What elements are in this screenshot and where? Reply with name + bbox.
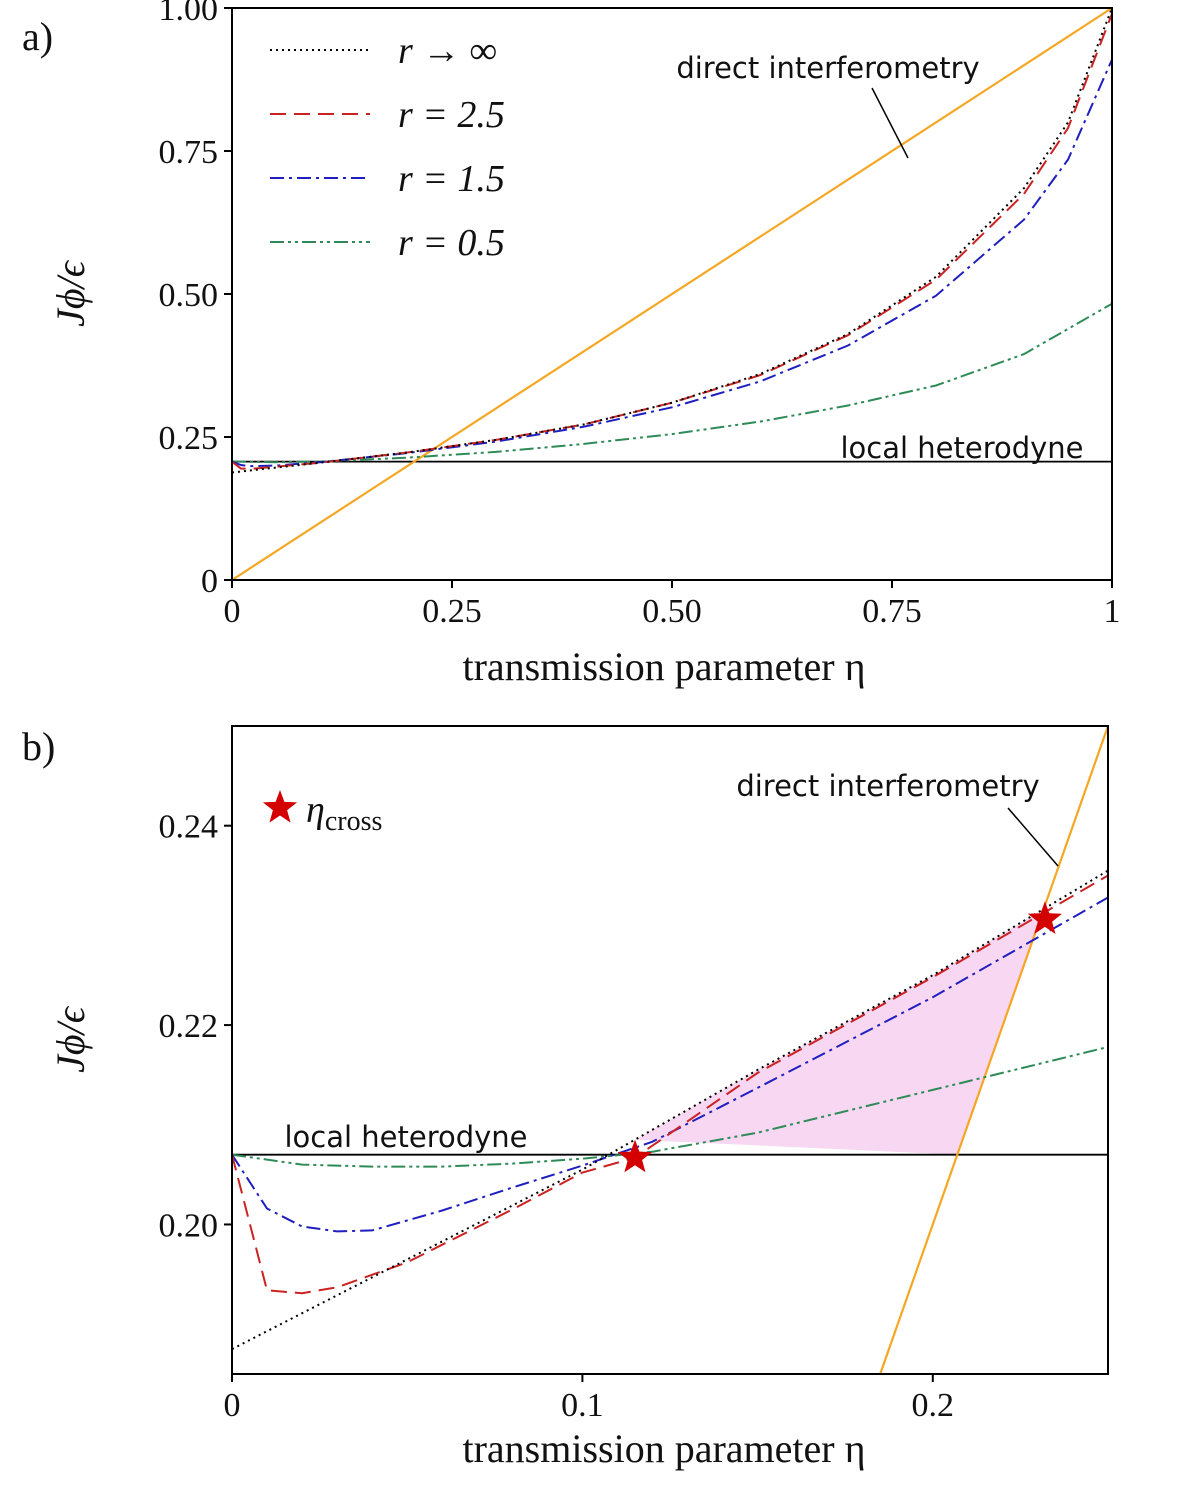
panel-b-xlabel: transmission parameter η <box>462 1426 865 1471</box>
cross-legend: ηcross <box>262 789 382 837</box>
annotation-pointer-a <box>871 87 909 159</box>
x-tick-label: 0.25 <box>422 593 482 630</box>
legend: r → ∞ r = 2.5 r = 1.5 r = 0.5 <box>270 30 505 264</box>
x-tick-label: 0.1 <box>561 1387 604 1424</box>
series-r-line <box>232 869 1108 1350</box>
y-tick-label: 0.25 <box>159 420 219 457</box>
legend-label-r: r → ∞ <box>398 30 497 72</box>
y-tick-label: 0.24 <box>159 809 219 846</box>
series-r-1-5-line <box>232 59 1112 468</box>
annotation-pointer-b <box>1007 807 1059 867</box>
legend-label-r-2-5: r = 2.5 <box>398 94 505 136</box>
cross-point-star-1 <box>617 1139 653 1173</box>
y-tick-label: 1.00 <box>159 0 219 28</box>
series-r-line <box>232 8 1112 474</box>
panel-b: b) 0 0.1 0.2 0.20 0.22 0.24 transmission para… <box>22 724 1109 1471</box>
cross-legend-star-icon <box>262 790 298 823</box>
y-tick-label: 0.75 <box>159 134 219 171</box>
cross-legend-subscript: cross <box>325 806 383 837</box>
legend-label-r-0-5: r = 0.5 <box>398 222 505 264</box>
panel-a-label: a) <box>22 14 53 59</box>
series-r-0-5-line <box>232 1046 1108 1168</box>
x-tick-label: 0 <box>224 593 241 630</box>
x-tick-label: 0.50 <box>642 593 702 630</box>
panel-a-ticks: 0 0.25 0.50 0.75 1 0 0.25 0.50 0.75 1.00 <box>159 0 1121 630</box>
series-r-1-5-line <box>232 896 1108 1233</box>
panel-a-plot-area <box>232 8 1112 580</box>
series-r-2-5-line <box>232 874 1108 1295</box>
panel-b-ylabel: Jϕ/ϵ <box>48 1005 93 1073</box>
series-direct-interferometry-line <box>879 726 1108 1374</box>
x-tick-label: 0 <box>224 1387 241 1424</box>
panel-b-frame <box>231 725 1109 1375</box>
x-tick-label: 0.2 <box>912 1387 955 1424</box>
y-tick-label: 0.22 <box>159 1008 219 1045</box>
panel-a-ylabel: Jϕ/ϵ <box>48 259 93 327</box>
y-tick-label: 0 <box>201 563 218 600</box>
legend-label-r-1-5: r = 1.5 <box>398 158 505 200</box>
annotation-local-heterodyne-a: local heterodyne <box>840 431 1083 465</box>
annotation-direct-interferometry-b: direct interferometry <box>736 769 1039 803</box>
y-tick-label: 0.20 <box>159 1207 219 1244</box>
x-tick-label: 1 <box>1104 593 1121 630</box>
panel-b-label: b) <box>22 724 55 769</box>
annotation-local-heterodyne-b: local heterodyne <box>284 1120 527 1154</box>
cross-legend-eta: η <box>306 789 325 831</box>
cross-legend-label: ηcross <box>306 789 382 837</box>
annotation-direct-interferometry-a: direct interferometry <box>676 51 979 85</box>
cross-point-star-2 <box>1027 901 1062 934</box>
panel-b-plot-area <box>232 726 1108 1374</box>
panel-a-xlabel: transmission parameter η <box>462 644 865 689</box>
y-tick-label: 0.50 <box>159 277 219 314</box>
series-direct-interferometry-line <box>232 8 1112 580</box>
series-r-2-5-line <box>232 13 1112 471</box>
panel-b-ticks: 0 0.1 0.2 0.20 0.22 0.24 <box>159 809 955 1424</box>
panel-a: a) 0 0.25 0.50 0.75 1 0 0.25 0.50 0.75 1.00 trans… <box>22 0 1121 689</box>
x-tick-label: 0.75 <box>862 593 922 630</box>
series-r-0-5-line <box>232 302 1112 464</box>
